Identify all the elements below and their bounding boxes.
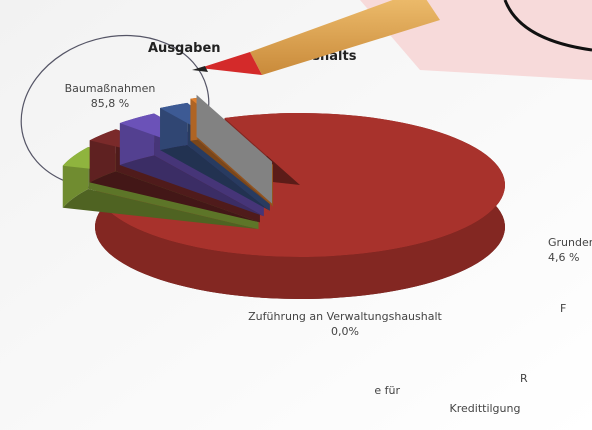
title: Ausgaben — [148, 41, 221, 56]
slice-bottom — [160, 144, 270, 211]
black-curve — [503, 0, 592, 52]
slice-label: Zuführung an Verwaltungshaushalt — [248, 310, 442, 323]
pie — [62, 94, 506, 299]
slice-value-label: 85,8 % — [91, 97, 129, 110]
slice-cut — [196, 94, 273, 204]
slice-side — [190, 97, 198, 141]
slice-bottom — [190, 139, 274, 207]
pencil — [192, 0, 440, 75]
slice-value-label: 0,0% — [331, 325, 359, 338]
slice-label: Baumaßnahmen — [65, 82, 156, 95]
slice — [196, 94, 273, 162]
slice-value-label: 4,6 % — [548, 251, 579, 264]
slice-label: R — [520, 372, 528, 385]
slice-label: F — [560, 302, 566, 315]
slice-bottom — [62, 188, 259, 230]
slice-label: Grunderwe — [548, 236, 592, 249]
slice-label: e für — [374, 384, 400, 397]
slice-bottom — [89, 171, 260, 223]
slice-label: Kredittilgung — [450, 402, 521, 415]
slice-bottom — [119, 155, 264, 217]
